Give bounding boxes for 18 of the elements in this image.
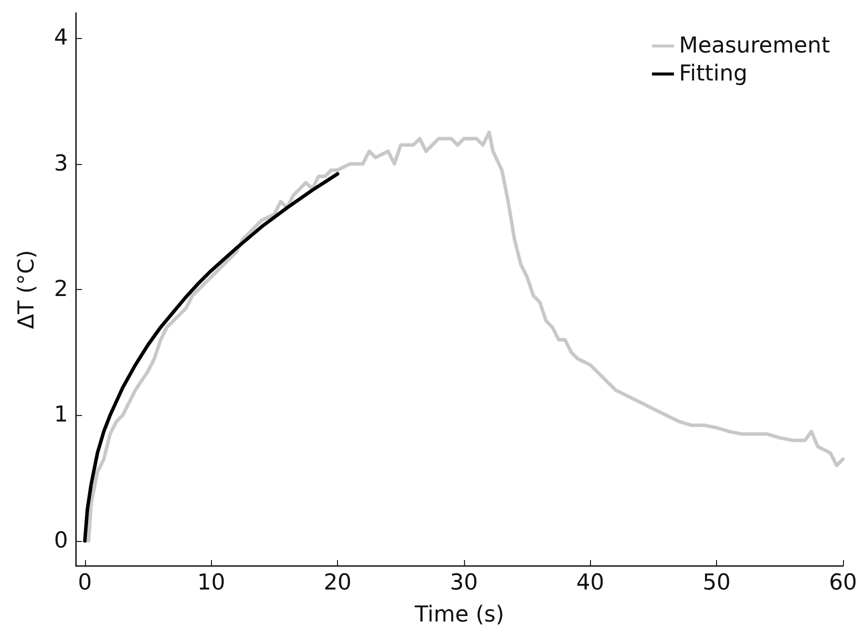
y-tick-label: 0 bbox=[54, 528, 68, 554]
y-tick-label: 1 bbox=[54, 402, 68, 428]
x-tick-label: 0 bbox=[78, 570, 92, 596]
x-tick-label: 40 bbox=[576, 570, 604, 596]
legend-label: Measurement bbox=[678, 34, 830, 58]
y-tick-label: 3 bbox=[54, 151, 68, 176]
y-tick-label: 2 bbox=[54, 277, 68, 302]
legend-label: Fitting bbox=[678, 62, 748, 86]
x-tick-label: 50 bbox=[702, 570, 731, 596]
x-tick-label: 10 bbox=[197, 570, 226, 596]
line-series bbox=[83, 172, 340, 543]
y-axis-title: ΔT (°C) bbox=[14, 250, 40, 330]
x-tick-label: 30 bbox=[450, 570, 478, 596]
x-tick-label: 20 bbox=[324, 570, 352, 596]
x-tick-label: 60 bbox=[829, 570, 857, 596]
y-tick-label: 4 bbox=[54, 26, 68, 51]
x-axis-title: Time (s) bbox=[414, 602, 504, 628]
line-series bbox=[83, 130, 845, 543]
